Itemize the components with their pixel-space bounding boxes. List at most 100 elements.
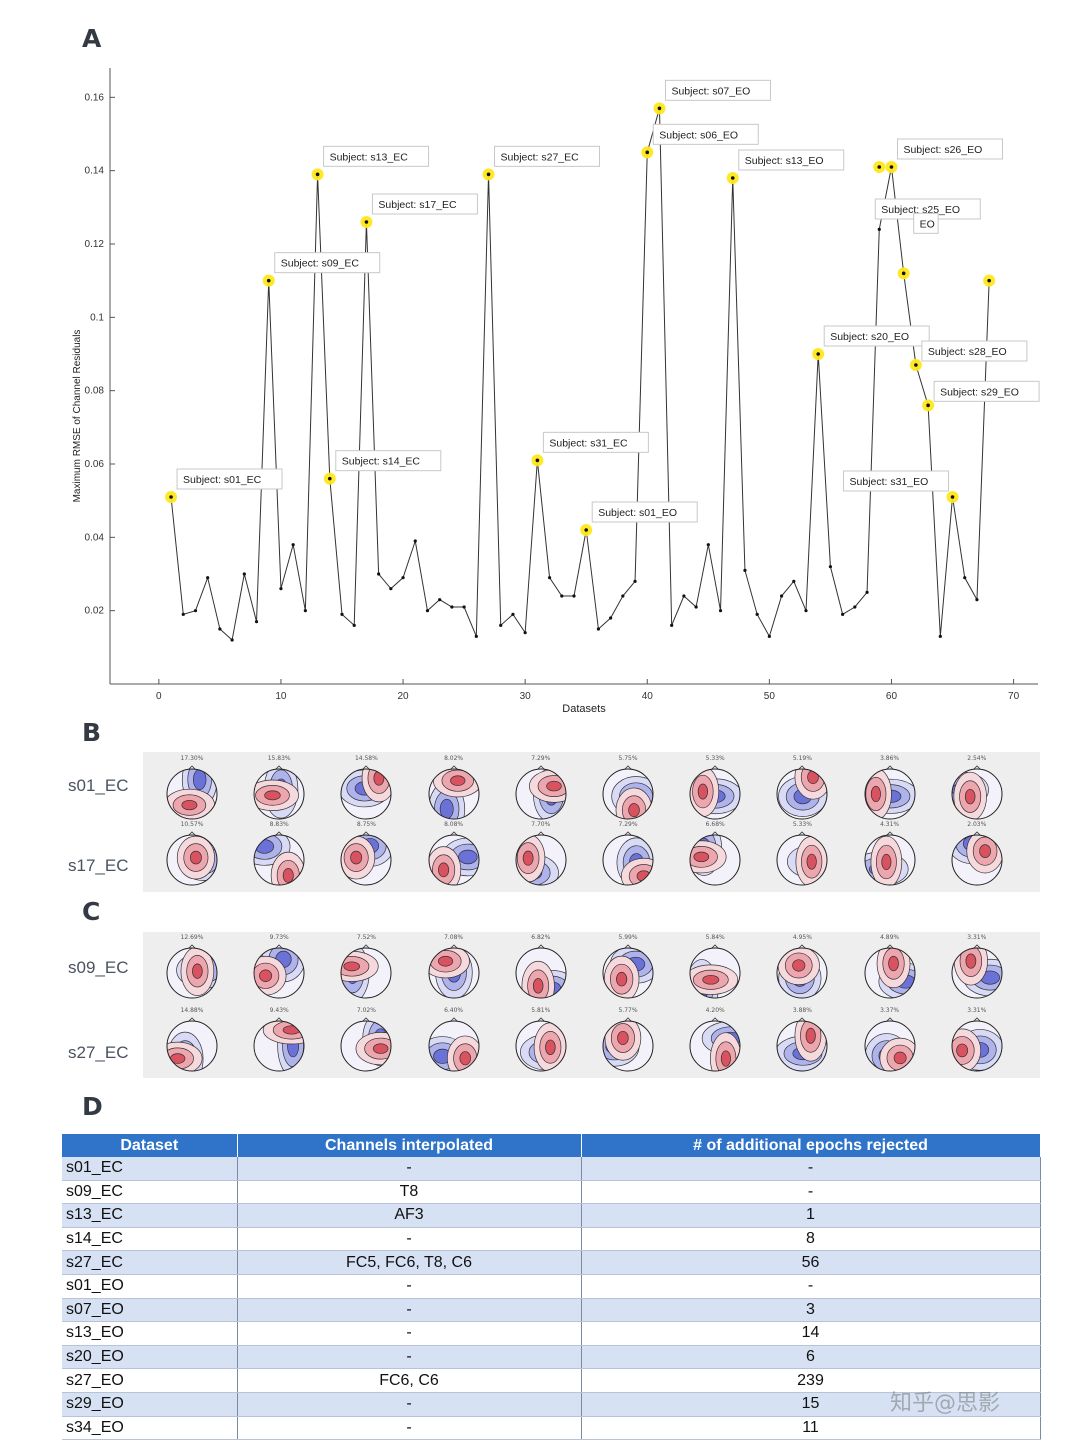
row-label-s17-ec: s17_EC [68,856,129,875]
data-point [242,572,246,576]
callout-box [371,193,478,215]
subject-callout: Subject: s09_EC [274,252,381,274]
cell-epochs: - [581,1157,1041,1181]
cell-dataset: s27_EC [62,1250,238,1275]
topomap-head [515,1017,567,1072]
watermark: 知乎@思影 [890,1391,1001,1416]
header-dataset: Dataset [62,1134,238,1157]
topomap: 5.33% [770,821,834,887]
topomap-row: 17.30% 15.83% 14.58% 8.02% 7.29% 5.75% 5.33% 5.… [160,755,1030,835]
topomap-head [951,944,1003,999]
topomap-head [864,765,916,820]
topomap: 6.40% [422,1007,486,1073]
subject-callout: Subject: s17_EC [371,193,478,215]
topomap: 4.95% [770,934,834,1000]
data-point [828,565,833,569]
variance-percent-label: 5.84% [705,934,725,941]
highlight-point [730,176,735,180]
table-row: s01_EC - - [62,1157,1041,1181]
subject-callout: Subject: s01_EO [591,501,698,523]
topomap-head [776,765,828,820]
variance-percent-label: 4.20% [705,1007,725,1014]
cell-channels: - [237,1345,582,1370]
cell-dataset: s27_EO [62,1368,238,1393]
topomap: 2.54% [945,755,1009,821]
cell-dataset: s01_EO [62,1274,238,1299]
topomap-head [515,831,567,886]
callout-box [542,431,649,453]
table-row: s27_EO FC6, C6 239 [62,1368,1041,1393]
y-tick-label: 0.06 [85,459,105,470]
cell-epochs: 56 [581,1250,1041,1275]
topomap-head [253,1017,305,1072]
topomap-head [166,1017,218,1072]
highlight-point [486,172,491,177]
data-point [474,634,478,638]
topomap: 7.08% [422,934,486,1000]
subject-callout: Subject: s29_EO [933,380,1040,402]
panel-label-a: A [82,24,102,53]
topomap-head [166,944,218,999]
data-point [743,568,747,572]
callout-label: Subject: s26_EO [903,144,982,156]
callout-label: Subject: s20_EO [830,331,909,343]
cell-channels: FC5, FC6, T8, C6 [237,1250,582,1275]
cell-dataset: s13_EO [62,1321,238,1346]
data-point [596,627,601,631]
topomap-head [166,831,218,886]
x-tick-label: 30 [520,691,532,702]
topomap: 6.68% [683,821,747,887]
topomap-head [864,831,916,886]
callout-box [591,501,698,523]
topomap-head [428,944,480,999]
callout-label: Subject: s06_EO [659,129,738,141]
callout-box [335,450,442,472]
data-point [841,612,845,616]
cell-dataset: s09_EC [62,1180,238,1205]
data-point [694,605,698,609]
data-point [609,616,613,620]
x-tick-label: 40 [642,691,654,702]
data-point [779,594,784,598]
variance-percent-label: 5.81% [531,1007,551,1014]
topomap-head [340,944,392,999]
topomap: 9.73% [247,934,311,1000]
topomap: 12.69% [160,934,224,1000]
x-tick-label: 20 [397,691,409,702]
callout-box [323,145,430,167]
topomap-head [776,831,828,886]
subject-callout: Subject: s13_EO [738,149,845,171]
data-point [438,598,442,602]
topomap-head [340,765,392,820]
subject-callout: Subject: s31_EO [843,470,950,492]
topomap: 8.02% [422,755,486,821]
callout-label: Subject: s17_EC [378,199,457,211]
cell-epochs: 3 [581,1298,1041,1323]
variance-percent-label: 8.75% [356,821,376,828]
highlight-point [950,495,955,499]
data-point [938,634,942,638]
cell-epochs: 6 [581,1345,1041,1370]
cell-channels: - [237,1321,582,1346]
variance-percent-label: 6.82% [531,934,551,941]
topomap: 7.29% [596,821,660,887]
topomap-head [689,944,741,999]
data-point [767,634,771,638]
variance-percent-label: 5.77% [618,1007,638,1014]
highlight-point [266,278,271,283]
cell-epochs: 15 [581,1392,1041,1417]
data-point [633,579,637,583]
topomap-head [253,944,305,999]
data-point [206,576,210,580]
variance-percent-label: 5.75% [618,755,638,762]
data-point [352,623,356,627]
data-point [523,631,527,635]
topomap-head [428,831,480,886]
topomap-head [428,1017,480,1072]
topomap: 3.86% [858,755,922,821]
highlight-point [877,165,882,169]
cell-dataset: s14_EC [62,1227,238,1252]
topomap: 15.83% [247,755,311,821]
callout-label: Subject: s13_EC [330,151,409,163]
topomap-head [689,1017,741,1072]
